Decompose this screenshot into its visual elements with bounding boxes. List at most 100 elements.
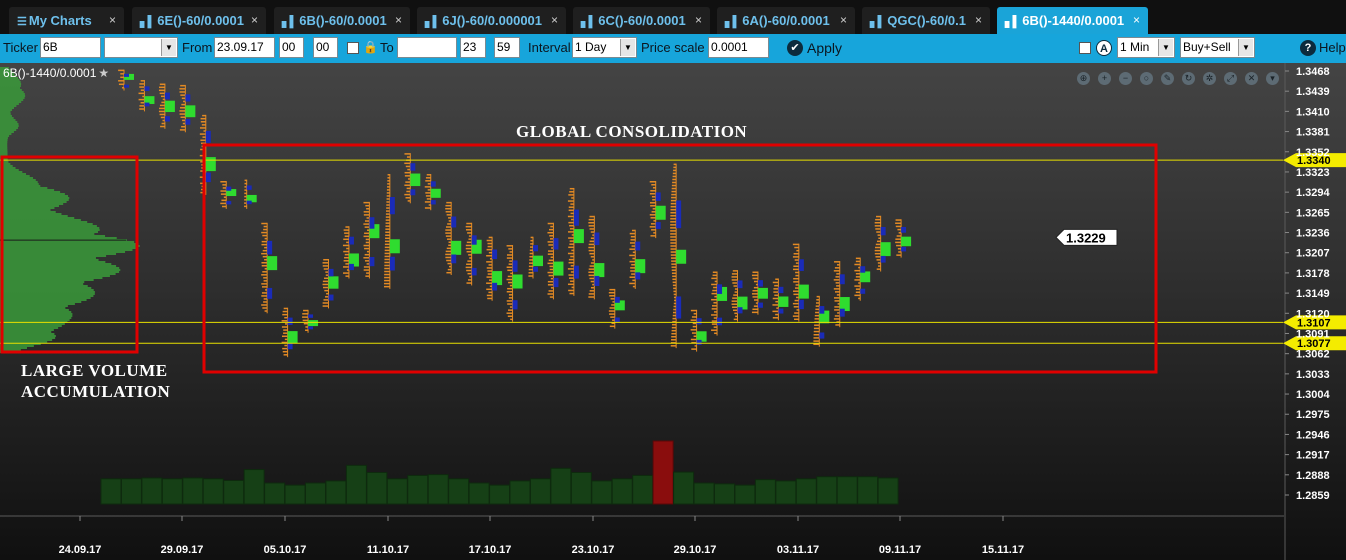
left-volume-profile-bar xyxy=(0,135,10,137)
to-hour-input[interactable]: 23 xyxy=(460,37,486,58)
ticker-input[interactable]: 6B xyxy=(40,37,101,58)
auto-checkbox[interactable] xyxy=(1079,42,1091,54)
tab-6e-60[interactable]: ▖▌ 6E()-60/0.0001 × xyxy=(132,7,266,34)
footprint-tick xyxy=(550,277,554,280)
footprint-tick xyxy=(385,213,390,215)
zoom-area-icon[interactable]: ⊕ xyxy=(1077,72,1090,85)
footprint-tick xyxy=(486,294,493,297)
footprint-tick xyxy=(445,253,452,256)
footprint-tick xyxy=(222,184,227,186)
favorite-star-icon[interactable]: ★ xyxy=(98,66,110,80)
footprint-tick xyxy=(530,236,533,239)
zoom-out-icon[interactable]: − xyxy=(1119,72,1132,85)
footprint-tick xyxy=(649,214,656,216)
to-enable-checkbox[interactable] xyxy=(347,42,359,54)
price-bar xyxy=(895,219,912,258)
tab-6c-60[interactable]: ▖▌ 6C()-60/0.0001 × xyxy=(573,7,710,34)
close-tab-icon[interactable]: × xyxy=(550,13,558,27)
footprint-tick xyxy=(751,293,758,295)
footprint-tick xyxy=(895,225,902,228)
collapse-icon[interactable]: ▾ xyxy=(1266,72,1279,85)
zoom-reset-icon[interactable]: ○ xyxy=(1140,72,1153,85)
price-scale-input[interactable]: 0.0001 xyxy=(708,37,769,58)
volume-bar xyxy=(877,477,899,505)
tab-6j-60[interactable]: ▖▌ 6J()-60/0.000001 × xyxy=(417,7,566,34)
footprint-tick xyxy=(343,238,349,241)
tab-6a-60[interactable]: ▖▌ 6A()-60/0.0001 × xyxy=(717,7,855,34)
footprint-tick xyxy=(711,292,718,295)
from-hour-input[interactable]: 00 xyxy=(279,37,304,58)
tab-label: QGC()-60/0.1 xyxy=(887,13,967,28)
footprint-tick xyxy=(570,280,574,282)
footprint-tick xyxy=(711,277,718,280)
close-tab-icon[interactable]: × xyxy=(250,13,258,27)
interval-select[interactable]: 1 Day ▼ xyxy=(572,37,637,58)
close-tab-icon[interactable]: × xyxy=(1132,13,1140,27)
footprint-tick xyxy=(731,279,738,281)
footprint-tick xyxy=(465,229,472,231)
footprint-tick xyxy=(793,306,799,308)
footprint-tick xyxy=(323,258,329,261)
refresh-icon[interactable]: ↻ xyxy=(1182,72,1195,85)
close-tab-icon[interactable]: × xyxy=(974,13,982,27)
footprint-tick xyxy=(406,190,411,193)
left-volume-profile-bar xyxy=(0,315,73,317)
close-icon[interactable]: ✕ xyxy=(1245,72,1258,85)
draw-icon[interactable]: ✎ xyxy=(1161,72,1174,85)
footprint-tick xyxy=(772,297,779,300)
footprint-tick xyxy=(445,232,452,234)
settings-icon[interactable]: ✲ xyxy=(1203,72,1216,85)
close-tab-icon[interactable]: × xyxy=(839,13,847,27)
footprint-tick xyxy=(548,259,554,262)
footprint-tick xyxy=(794,312,799,314)
tab-qgc-60[interactable]: ▖▌ QGC()-60/0.1 × xyxy=(862,7,990,34)
tab-my-charts[interactable]: ☰ My Charts × xyxy=(9,7,124,34)
footprint-tick xyxy=(445,204,452,207)
ticker-dropdown[interactable]: ▼ xyxy=(104,37,178,58)
footprint-tick xyxy=(179,91,186,93)
footprint-tick xyxy=(670,227,677,229)
from-minute-input[interactable]: 00 xyxy=(313,37,338,58)
close-tab-icon[interactable]: × xyxy=(694,13,702,27)
footprint-tick xyxy=(630,235,636,238)
footprint-tick xyxy=(690,309,697,312)
footprint-tick xyxy=(833,279,840,281)
footprint-tick xyxy=(244,182,247,185)
left-volume-profile-bar xyxy=(0,317,72,319)
footprint-tick xyxy=(671,332,677,335)
apply-check-icon[interactable]: ✔ xyxy=(787,40,803,56)
to-date-input[interactable] xyxy=(397,37,457,58)
tab-6b-1440[interactable]: ▖▌ 6B()-1440/0.0001 × xyxy=(997,7,1148,34)
price-bar xyxy=(445,201,462,275)
help-icon[interactable]: ? xyxy=(1300,40,1316,56)
footprint-cluster xyxy=(308,326,314,330)
side-select[interactable]: Buy+Sell ▼ xyxy=(1180,37,1255,58)
tab-6b-60[interactable]: ▖▌ 6B()-60/0.0001 × xyxy=(274,7,410,34)
from-date-input[interactable]: 23.09.17 xyxy=(214,37,275,58)
period-select[interactable]: 1 Min ▼ xyxy=(1117,37,1175,58)
help-link[interactable]: Help xyxy=(1319,40,1346,55)
footprint-tick xyxy=(387,177,390,179)
footprint-tick xyxy=(649,181,656,183)
footprint-tick xyxy=(385,228,390,230)
footprint-cluster xyxy=(901,226,907,233)
footprint-tick xyxy=(282,310,288,313)
close-tab-icon[interactable]: × xyxy=(394,13,402,27)
close-tab-icon[interactable]: × xyxy=(108,13,116,27)
footprint-tick xyxy=(447,262,452,265)
zoom-in-icon[interactable]: + xyxy=(1098,72,1111,85)
price-chart[interactable]: 1.3340 1.3107 1.3077 1.3229 1.3468 1.3439 1.3… xyxy=(0,63,1346,560)
footprint-tick xyxy=(220,193,227,195)
footprint-tick xyxy=(795,274,799,277)
footprint-tick xyxy=(568,258,574,261)
footprint-tick xyxy=(284,344,288,347)
to-minute-input[interactable]: 59 xyxy=(494,37,520,58)
left-volume-profile-bar xyxy=(0,149,8,151)
fullscreen-icon[interactable]: ⤢ xyxy=(1224,72,1237,85)
apply-button[interactable]: Apply xyxy=(807,40,843,56)
footprint-tick xyxy=(569,292,574,295)
lock-icon[interactable]: 🔒 xyxy=(363,40,378,54)
price-tick-label: 1.3410 xyxy=(1296,106,1330,118)
auto-scale-icon[interactable]: A xyxy=(1096,40,1112,56)
footprint-tick xyxy=(466,250,472,253)
